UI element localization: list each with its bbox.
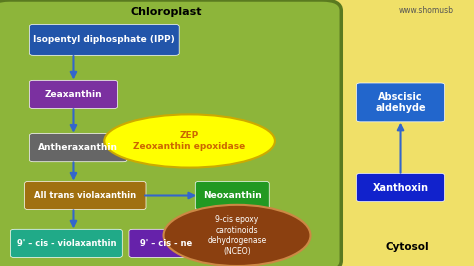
Text: Xanthoxin: Xanthoxin: [373, 182, 428, 193]
FancyBboxPatch shape: [195, 181, 269, 210]
FancyBboxPatch shape: [10, 229, 122, 257]
FancyBboxPatch shape: [0, 0, 341, 266]
Text: Neoxanthin: Neoxanthin: [203, 191, 262, 200]
Text: Abscisic
aldehyde: Abscisic aldehyde: [375, 92, 426, 113]
FancyBboxPatch shape: [29, 80, 118, 109]
Text: Isopentyl diphosphate (IPP): Isopentyl diphosphate (IPP): [33, 35, 175, 44]
Text: www.shomusb: www.shomusb: [399, 6, 454, 15]
Text: 9' – cis - ne: 9' – cis - ne: [140, 239, 192, 248]
FancyBboxPatch shape: [29, 24, 179, 55]
Text: 9' – cis - violaxanthin: 9' – cis - violaxanthin: [17, 239, 116, 248]
Text: Zeaxanthin: Zeaxanthin: [45, 90, 102, 99]
Text: 9-cis epoxy
carotinoids
dehydrogenase
(NCEO): 9-cis epoxy carotinoids dehydrogenase (N…: [207, 215, 266, 256]
Text: All trans violaxanthin: All trans violaxanthin: [34, 191, 137, 200]
FancyBboxPatch shape: [356, 83, 445, 122]
Text: Chloroplast: Chloroplast: [130, 7, 201, 17]
Ellipse shape: [104, 114, 275, 168]
FancyBboxPatch shape: [25, 181, 146, 210]
Text: ZEP
Zeoxanthin epoxidase: ZEP Zeoxanthin epoxidase: [134, 131, 246, 151]
Ellipse shape: [164, 205, 310, 266]
FancyBboxPatch shape: [129, 229, 203, 257]
Text: Antheraxanthin: Antheraxanthin: [38, 143, 118, 152]
FancyBboxPatch shape: [356, 173, 445, 202]
FancyBboxPatch shape: [29, 134, 127, 162]
Text: Cytosol: Cytosol: [386, 242, 429, 252]
